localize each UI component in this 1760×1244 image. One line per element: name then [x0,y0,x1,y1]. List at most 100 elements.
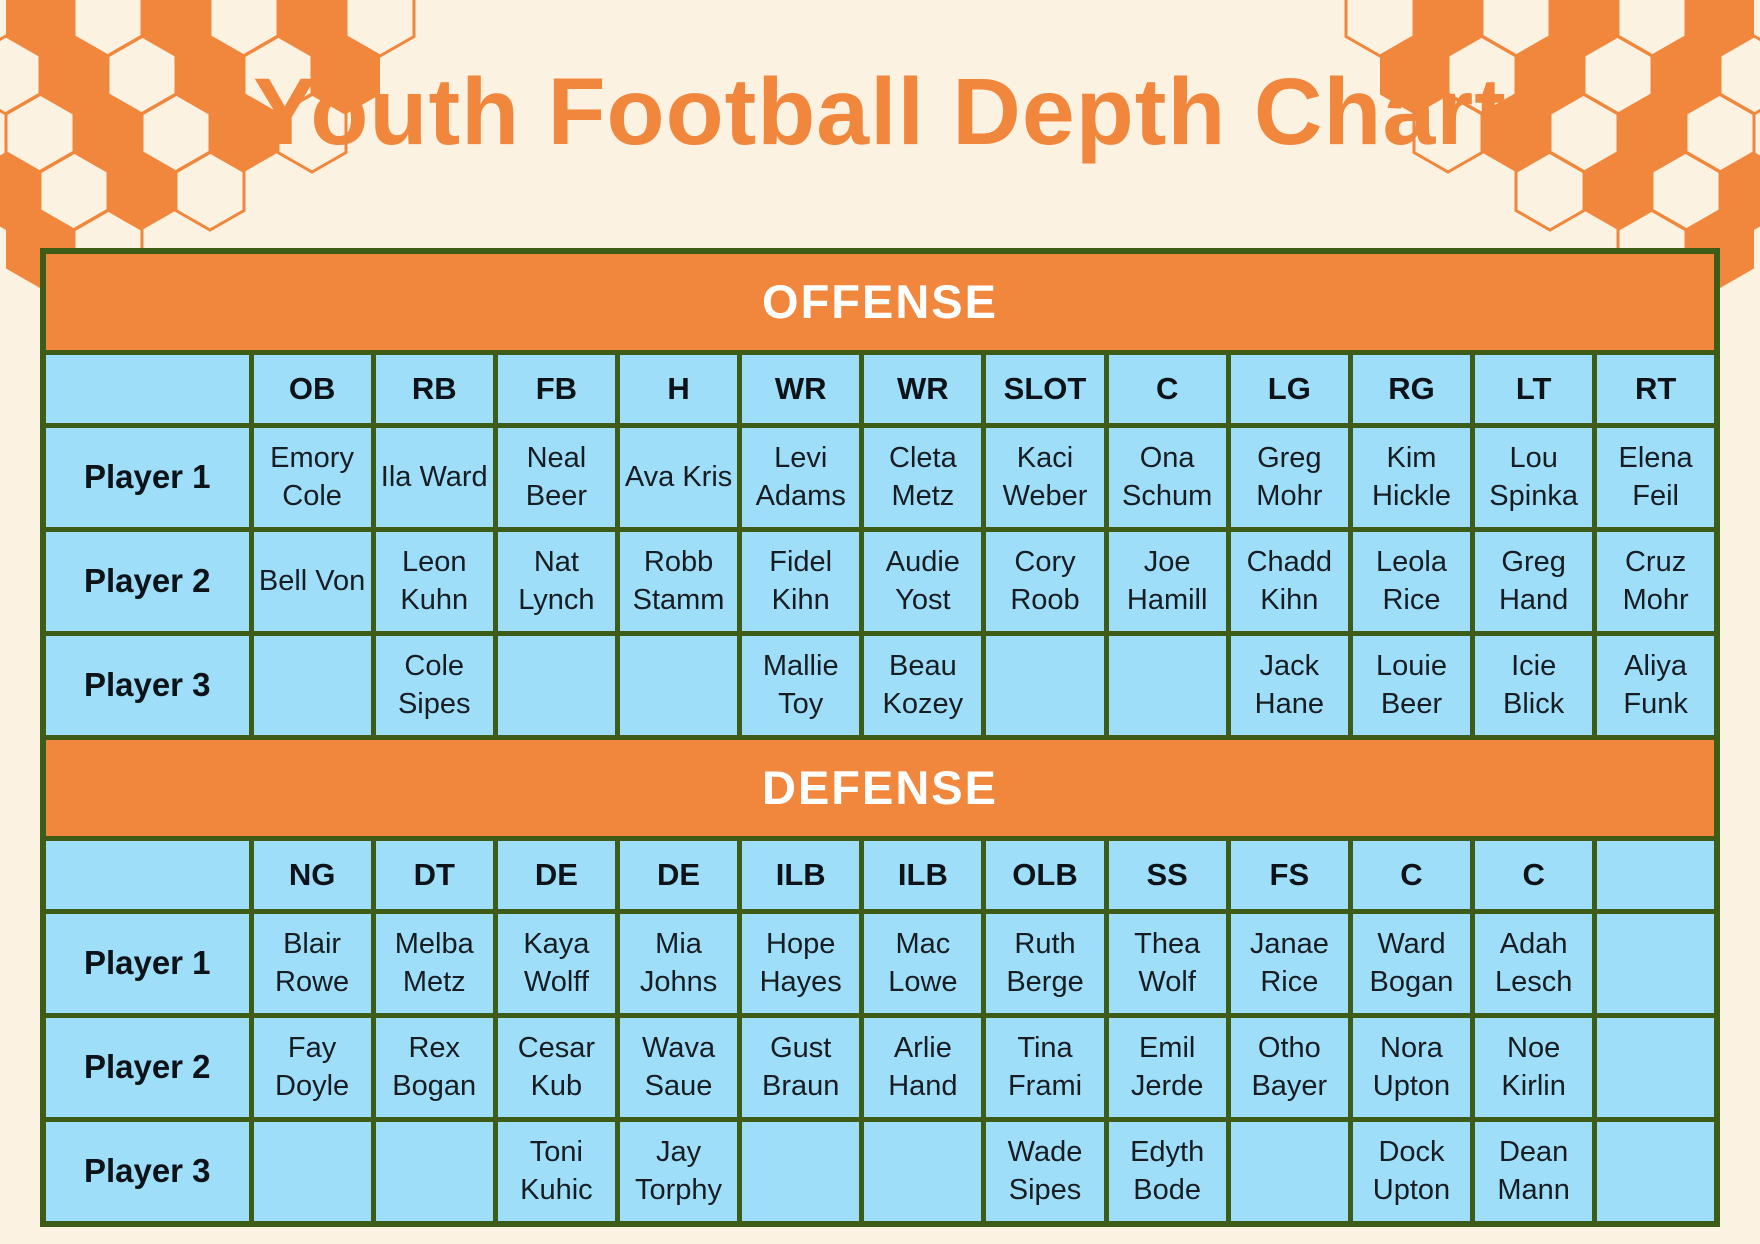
offense-player-cell-row3-col1 [248,631,376,740]
defense-position-header-7: OLB [981,836,1109,914]
offense-player-cell-row2-col10: Leola Rice [1347,527,1476,636]
defense-player-cell-row3-col7: Wade Sipes [981,1117,1109,1227]
offense-player-cell-row2-col1: Bell Von [248,527,376,636]
defense-position-header-1: NG [248,836,376,914]
defense-row-label-3: Player 3 [40,1117,254,1227]
defense-player-cell-row2-col3: Cesar Kub [492,1013,620,1122]
defense-player-cell-row1-col4: Mia Johns [614,909,743,1018]
offense-position-header-7: SLOT [981,350,1109,428]
offense-player-cell-row3-col11: Icie Blick [1470,631,1598,740]
offense-player-cell-row2-col7: Cory Roob [981,527,1109,636]
defense-player-cell-row1-col2: Melba Metz [370,909,498,1018]
offense-player-cell-row1-col10: Kim Hickle [1347,423,1476,532]
defense-player-cell-row2-col4: Wava Saue [614,1013,743,1122]
defense-player-cell-row3-col12 [1592,1117,1720,1227]
offense-player-cell-row1-col4: Ava Kris [614,423,743,532]
page-title: Youth Football Depth Chart [253,59,1507,165]
offense-player-cell-row2-col9: Chadd Kihn [1225,527,1353,636]
defense-player-cell-row1-col6: Mac Lowe [859,909,987,1018]
offense-player-cell-row2-col11: Greg Hand [1470,527,1598,636]
offense-player-cell-row1-col11: Lou Spinka [1470,423,1598,532]
defense-position-header-6: ILB [859,836,987,914]
defense-row-label-1: Player 1 [40,909,254,1018]
offense-row-label-1: Player 1 [40,423,254,532]
defense-section-header: DEFENSE [40,735,1720,841]
offense-position-header-9: LG [1225,350,1353,428]
offense-player-cell-row3-col4 [614,631,743,740]
defense-player-cell-row2-col8: Emil Jerde [1103,1013,1231,1122]
defense-player-cell-row3-col8: Edyth Bode [1103,1117,1231,1227]
offense-position-header-6: WR [859,350,987,428]
offense-player-cell-row3-col6: Beau Kozey [859,631,987,740]
offense-player-cell-row3-col3 [492,631,620,740]
defense-player-cell-row2-col11: Noe Kirlin [1470,1013,1598,1122]
offense-player-cell-row3-col10: Louie Beer [1347,631,1476,740]
defense-player-cell-row3-col1 [248,1117,376,1227]
defense-player-cell-row2-col6: Arlie Hand [859,1013,987,1122]
defense-player-cell-row2-col12 [1592,1013,1720,1122]
offense-position-header-4: H [614,350,743,428]
offense-player-cell-row1-col12: Elena Feil [1592,423,1720,532]
defense-player-cell-row3-col3: Toni Kuhic [492,1117,620,1227]
defense-player-cell-row3-col10: Dock Upton [1347,1117,1476,1227]
offense-player-cell-row1-col7: Kaci Weber [981,423,1109,532]
offense-row-label-3: Player 3 [40,631,254,740]
offense-section-header: OFFENSE [40,248,1720,355]
offense-position-header-10: RG [1347,350,1476,428]
defense-player-cell-row2-col2: Rex Bogan [370,1013,498,1122]
offense-player-cell-row3-col5: Mallie Toy [737,631,865,740]
defense-player-cell-row2-col1: Fay Doyle [248,1013,376,1122]
defense-player-cell-row2-col7: Tina Frami [981,1013,1109,1122]
offense-player-cell-row3-col2: Cole Sipes [370,631,498,740]
offense-player-cell-row2-col2: Leon Kuhn [370,527,498,636]
defense-player-cell-row1-col8: Thea Wolf [1103,909,1231,1018]
defense-player-cell-row2-col9: Otho Bayer [1225,1013,1353,1122]
defense-position-header-3: DE [492,836,620,914]
defense-row-label-2: Player 2 [40,1013,254,1122]
offense-position-header-12: RT [1592,350,1720,428]
defense-player-cell-row3-col5 [737,1117,865,1227]
defense-position-header-8: SS [1103,836,1231,914]
offense-player-cell-row1-col3: Neal Beer [492,423,620,532]
offense-player-cell-row3-col9: Jack Hane [1225,631,1353,740]
offense-row-label-2: Player 2 [40,527,254,636]
offense-player-cell-row1-col8: Ona Schum [1103,423,1231,532]
offense-position-header-3: FB [492,350,620,428]
defense-position-header-4: DE [614,836,743,914]
defense-player-cell-row3-col9 [1225,1117,1353,1227]
defense-player-cell-row3-col2 [370,1117,498,1227]
offense-position-header-8: C [1103,350,1231,428]
offense-player-cell-row2-col12: Cruz Mohr [1592,527,1720,636]
defense-position-header-11: C [1470,836,1598,914]
offense-player-cell-row1-col1: Emory Cole [248,423,376,532]
defense-player-cell-row1-col12 [1592,909,1720,1018]
defense-player-cell-row3-col4: Jay Torphy [614,1117,743,1227]
defense-player-cell-row1-col1: Blair Rowe [248,909,376,1018]
defense-player-cell-row1-col3: Kaya Wolff [492,909,620,1018]
offense-position-header-11: LT [1470,350,1598,428]
offense-player-cell-row2-col8: Joe Hamill [1103,527,1231,636]
offense-player-cell-row3-col8 [1103,631,1231,740]
offense-position-header-5: WR [737,350,865,428]
offense-position-header-1: OB [248,350,376,428]
offense-player-cell-row1-col6: Cleta Metz [859,423,987,532]
offense-player-cell-row3-col7 [981,631,1109,740]
offense-player-cell-row2-col5: Fidel Kihn [737,527,865,636]
defense-corner-cell [40,836,254,914]
offense-player-cell-row1-col9: Greg Mohr [1225,423,1353,532]
offense-player-cell-row1-col2: Ila Ward [370,423,498,532]
offense-corner-cell [40,350,254,428]
defense-position-header-10: C [1347,836,1476,914]
defense-player-cell-row1-col7: Ruth Berge [981,909,1109,1018]
defense-player-cell-row3-col11: Dean Mann [1470,1117,1598,1227]
defense-position-header-9: FS [1225,836,1353,914]
defense-player-cell-row2-col10: Nora Upton [1347,1013,1476,1122]
defense-player-cell-row1-col10: Ward Bogan [1347,909,1476,1018]
defense-position-header-2: DT [370,836,498,914]
offense-player-cell-row2-col4: Robb Stamm [614,527,743,636]
defense-player-cell-row2-col5: Gust Braun [737,1013,865,1122]
offense-player-cell-row1-col5: Levi Adams [737,423,865,532]
defense-player-cell-row1-col9: Janae Rice [1225,909,1353,1018]
defense-player-cell-row1-col11: Adah Lesch [1470,909,1598,1018]
